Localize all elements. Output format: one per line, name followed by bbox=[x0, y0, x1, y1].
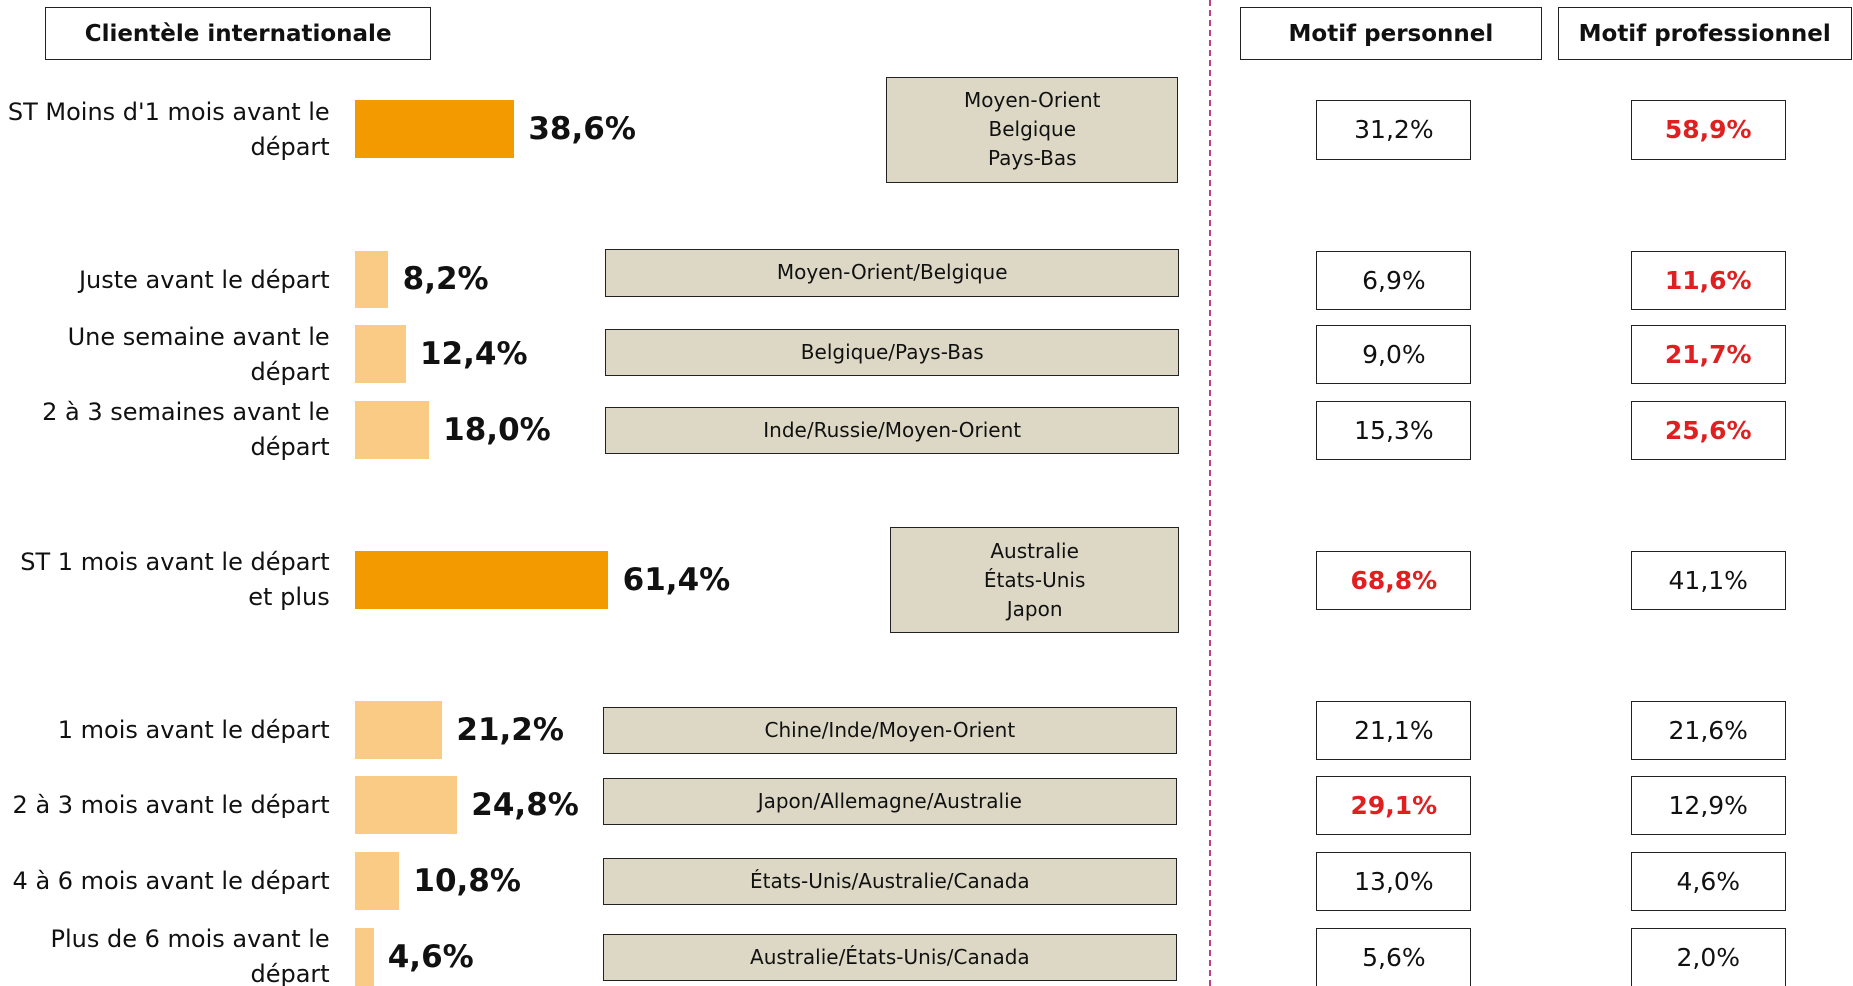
bar bbox=[354, 400, 429, 459]
table-cell: 13,0% bbox=[1316, 852, 1472, 912]
bar bbox=[354, 324, 406, 383]
bar bbox=[354, 550, 609, 609]
category-label: 2 à 3 semaines avant le départ bbox=[0, 383, 330, 478]
country-box: Moyen-Orient/Belgique bbox=[605, 249, 1180, 297]
category-label: 4 à 6 mois avant le départ bbox=[0, 834, 330, 929]
category-label-line: 2 à 3 mois avant le départ bbox=[12, 791, 330, 820]
table-cell: 9,0% bbox=[1316, 324, 1472, 385]
category-label-line: départ bbox=[250, 132, 330, 161]
country-box: Belgique/Pays-Bas bbox=[605, 328, 1180, 376]
chart-title: Clientèle internationale bbox=[44, 7, 432, 61]
category-label: Juste avant le départ bbox=[0, 233, 330, 328]
category-label: Une semaine avant le départ bbox=[0, 307, 330, 402]
table-cell: 21,1% bbox=[1316, 700, 1472, 760]
table-cell: 5,6% bbox=[1316, 927, 1472, 986]
table-cell: 25,6% bbox=[1630, 400, 1786, 460]
bar bbox=[354, 100, 515, 159]
country-box: Inde/Russie/Moyen-Orient bbox=[605, 406, 1180, 454]
table-cell: 58,9% bbox=[1630, 100, 1786, 160]
category-label: 2 à 3 mois avant le départ bbox=[0, 759, 330, 854]
table-cell: 15,3% bbox=[1316, 400, 1472, 460]
value-label: 8,2% bbox=[402, 261, 489, 298]
value-label: 12,4% bbox=[419, 335, 528, 372]
category-label-line: et plus bbox=[248, 583, 330, 612]
bar bbox=[354, 852, 400, 910]
country-label: Belgique/Pays-Bas bbox=[800, 339, 984, 364]
value-label: 4,6% bbox=[387, 938, 474, 975]
category-label-line: ST 1 mois avant le départ bbox=[20, 548, 330, 577]
category-label-line: 4 à 6 mois avant le départ bbox=[12, 867, 330, 896]
bar bbox=[354, 927, 374, 986]
table-cell: 11,6% bbox=[1630, 250, 1786, 310]
table-cell: 31,2% bbox=[1316, 100, 1472, 160]
country-label: États-Unis bbox=[983, 567, 1086, 592]
country-box: Japon/Allemagne/Australie bbox=[602, 777, 1178, 825]
table-cell: 4,6% bbox=[1630, 852, 1786, 912]
country-label: Japon bbox=[1006, 596, 1063, 621]
country-label: Moyen-Orient/Belgique bbox=[776, 260, 1008, 285]
category-label-line: 1 mois avant le départ bbox=[57, 715, 330, 744]
category-label-line: 2 à 3 semaines avant le bbox=[42, 398, 330, 427]
category-label-line: Plus de 6 mois avant le bbox=[50, 925, 330, 954]
separator bbox=[1208, 0, 1212, 986]
category-label-line: Juste avant le départ bbox=[78, 265, 330, 294]
country-label: Japon/Allemagne/Australie bbox=[757, 788, 1022, 813]
bar bbox=[354, 250, 389, 309]
category-label-line: départ bbox=[250, 960, 330, 986]
category-label-line: départ bbox=[250, 433, 330, 462]
country-label: Australie bbox=[990, 538, 1079, 563]
country-label: Pays-Bas bbox=[987, 146, 1077, 171]
value-label: 18,0% bbox=[443, 411, 551, 448]
table-cell: 21,7% bbox=[1630, 324, 1786, 385]
country-label: États-Unis/Australie/Canada bbox=[750, 869, 1030, 894]
country-box: Australie/États-Unis/Canada bbox=[602, 933, 1178, 981]
value-label: 61,4% bbox=[622, 561, 731, 598]
table-cell: 2,0% bbox=[1630, 927, 1786, 986]
bar bbox=[354, 700, 443, 759]
category-label: ST 1 mois avant le départ et plus bbox=[0, 533, 330, 628]
country-label: Inde/Russie/Moyen-Orient bbox=[763, 417, 1022, 442]
category-label-line: Une semaine avant le bbox=[67, 322, 330, 351]
table-cell: 6,9% bbox=[1316, 250, 1472, 310]
category-label: ST Moins d'1 mois avant le départ bbox=[0, 83, 330, 178]
country-label: Chine/Inde/Moyen-Orient bbox=[764, 717, 1016, 742]
category-label: Plus de 6 mois avant le départ bbox=[0, 910, 330, 986]
country-label: Belgique bbox=[988, 117, 1077, 142]
bar bbox=[354, 776, 458, 835]
category-label-line: départ bbox=[250, 357, 330, 386]
column-header: Motif personnel bbox=[1239, 7, 1543, 61]
table-cell: 29,1% bbox=[1316, 776, 1472, 836]
table-cell: 12,9% bbox=[1630, 776, 1786, 836]
value-label: 38,6% bbox=[528, 111, 636, 148]
value-label: 10,8% bbox=[413, 863, 521, 899]
column-header: Motif professionnel bbox=[1557, 7, 1852, 61]
country-box: États-Unis/Australie/Canada bbox=[602, 857, 1178, 906]
category-label-line: ST Moins d'1 mois avant le bbox=[7, 97, 330, 126]
value-label: 21,2% bbox=[456, 711, 564, 748]
value-label: 24,8% bbox=[471, 787, 579, 824]
table-cell: 68,8% bbox=[1316, 550, 1472, 610]
country-label: Moyen-Orient bbox=[964, 88, 1101, 113]
table-cell: 21,6% bbox=[1630, 700, 1786, 760]
country-box: Chine/Inde/Moyen-Orient bbox=[602, 706, 1178, 754]
country-label: Australie/États-Unis/Canada bbox=[750, 944, 1030, 969]
table-cell: 41,1% bbox=[1630, 550, 1786, 610]
country-box: Moyen-Orient Belgique Pays-Bas bbox=[886, 76, 1179, 184]
category-label: 1 mois avant le départ bbox=[0, 683, 330, 778]
country-box: Australie États-Unis Japon bbox=[889, 527, 1180, 634]
